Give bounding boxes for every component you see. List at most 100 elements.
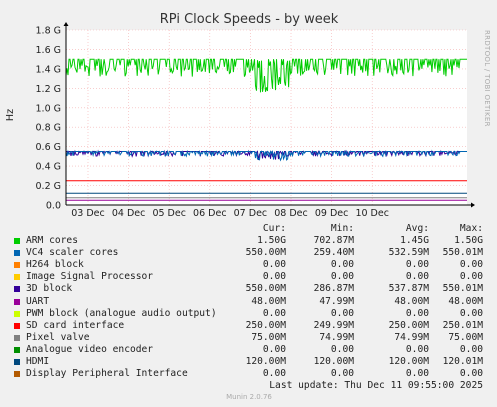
- legend-label: VC4 scaler cores: [26, 247, 119, 259]
- legend-min-value: 0.00: [330, 368, 354, 380]
- legend-cur-value: 550.00M: [245, 247, 286, 259]
- series-line: [65, 58, 467, 93]
- legend-avg-value: 48.00M: [394, 295, 429, 307]
- legend-item: VC4 scaler cores 550.00M 259.40M 532.59M 550…: [12, 247, 492, 259]
- legend-item: UART 48.00M 47.99M 48.00M 48.00M: [12, 296, 492, 308]
- legend-max-value: 550.01M: [442, 283, 483, 295]
- legend-label: ARM cores: [26, 235, 78, 247]
- legend-swatch: [14, 359, 20, 366]
- legend-item: 3D block 550.00M 286.87M 537.87M 550.01M: [12, 283, 492, 295]
- legend-max-value: 0.00: [459, 307, 483, 319]
- x-tick-label: 03 Dec: [71, 208, 105, 219]
- legend-swatch: [14, 371, 20, 378]
- y-axis-label: Hz: [5, 109, 16, 121]
- legend-label: SD card interface: [26, 319, 125, 331]
- legend-item: SD card interface 250.00M 249.99M 250.00M 25…: [12, 320, 492, 332]
- legend-max-value: 550.01M: [442, 247, 483, 259]
- col-min: Min:: [330, 223, 354, 234]
- axes: [63, 22, 475, 208]
- legend-swatch: [14, 286, 20, 293]
- munin-version: Munin 2.0.76: [226, 393, 272, 401]
- legend-label: Analogue video encoder: [26, 343, 154, 355]
- legend-cur-value: 0.00: [262, 343, 286, 355]
- legend-label: PWM block (analogue audio output): [26, 307, 217, 319]
- legend-cur-value: 1.50G: [257, 235, 286, 247]
- x-ticks: 03 Dec 04 Dec 05 Dec 06 Dec 07 Dec 08 Dec 09 D…: [71, 208, 389, 219]
- legend-min-value: 259.40M: [313, 247, 354, 259]
- legend-max-value: 75.00M: [448, 331, 483, 343]
- plot-area: [66, 30, 467, 205]
- legend-max-value: 0.00: [459, 343, 483, 355]
- legend-label: UART: [26, 295, 50, 307]
- legend-max-value: 0.00: [459, 259, 483, 271]
- y-tick-label: 0.4 G: [36, 162, 62, 173]
- x-tick-label: 08 Dec: [274, 208, 308, 219]
- legend-avg-value: 0.00: [405, 343, 429, 355]
- legend-swatch: [14, 298, 20, 305]
- legend-max-value: 250.01M: [442, 319, 483, 331]
- legend-swatch: [14, 250, 20, 257]
- legend-avg-value: 250.00M: [388, 319, 429, 331]
- last-update: Last update: Thu Dec 11 09:55:00 2025: [269, 380, 483, 392]
- legend-swatch: [14, 274, 20, 281]
- y-tick-label: 1.0 G: [36, 103, 62, 114]
- y-tick-label: 1.6 G: [36, 45, 62, 56]
- legend-rows: ARM cores 1.50G 702.87M 1.45G 1.50G VC4 scale…: [12, 235, 492, 380]
- legend-min-value: 286.87M: [313, 283, 354, 295]
- legend-avg-value: 0.00: [405, 271, 429, 283]
- legend-min-value: 0.00: [330, 259, 354, 271]
- legend-avg-value: 120.00M: [388, 356, 429, 368]
- x-tick-label: 07 Dec: [234, 208, 268, 219]
- legend-swatch: [14, 238, 20, 245]
- legend-avg-value: 0.00: [405, 368, 429, 380]
- legend-cur-value: 0.00: [262, 271, 286, 283]
- legend-item: Pixel valve 75.00M 74.99M 74.99M 75.00M: [12, 332, 492, 344]
- x-tick-label: 09 Dec: [315, 208, 349, 219]
- y-axis-arrow: [63, 22, 69, 26]
- y-tick-label: 1.8 G: [36, 26, 62, 37]
- y-tick-label: 0.8 G: [36, 123, 62, 134]
- legend-avg-value: 537.87M: [388, 283, 429, 295]
- y-ticks: 0.0 0.2 G 0.4 G 0.6 G 0.8 G 1.0 G 1.2 G 1.4 G 1.…: [36, 26, 62, 212]
- legend-item: H264 block 0.00 0.00 0.00 0.00: [12, 259, 492, 271]
- col-max: Max:: [459, 223, 483, 234]
- legend-min-value: 47.99M: [319, 295, 354, 307]
- legend-max-value: 0.00: [459, 368, 483, 380]
- legend-max-value: 120.01M: [442, 356, 483, 368]
- grid: [66, 29, 467, 205]
- legend-cur-value: 0.00: [262, 307, 286, 319]
- x-tick-label: 06 Dec: [193, 208, 227, 219]
- legend-max-value: 48.00M: [448, 295, 483, 307]
- rrdtool-side-label: RRDTOOL / TOBI OETIKER: [483, 30, 491, 127]
- legend-item: Analogue video encoder 0.00 0.00 0.00 0.00: [12, 344, 492, 356]
- legend-min-value: 0.00: [330, 343, 354, 355]
- x-axis-arrow: [471, 202, 475, 208]
- legend-label: Image Signal Processor: [26, 271, 154, 283]
- legend-cur-value: 120.00M: [245, 356, 286, 368]
- x-tick-label: 10 Dec: [355, 208, 389, 219]
- legend-label: Pixel valve: [26, 331, 90, 343]
- legend-label: H264 block: [26, 259, 84, 271]
- legend-header: Cur: Min: Avg: Max:: [12, 223, 492, 235]
- legend-swatch: [14, 346, 20, 353]
- legend-item: Display Peripheral Interface 0.00 0.00 0.00…: [12, 368, 492, 380]
- legend-cur-value: 75.00M: [251, 331, 286, 343]
- legend-min-value: 0.00: [330, 307, 354, 319]
- legend-avg-value: 1.45G: [400, 235, 429, 247]
- series-line: [65, 149, 467, 162]
- legend: Cur: Min: Avg: Max: ARM cores 1.50G 702.87…: [12, 223, 492, 392]
- legend-cur-value: 0.00: [262, 368, 286, 380]
- legend-swatch: [14, 310, 20, 317]
- legend-min-value: 74.99M: [319, 331, 354, 343]
- legend-cur-value: 0.00: [262, 259, 286, 271]
- legend-avg-value: 532.59M: [388, 247, 429, 259]
- x-tick-label: 05 Dec: [152, 208, 186, 219]
- legend-swatch: [14, 334, 20, 341]
- legend-item: HDMI 120.00M 120.00M 120.00M 120.01M: [12, 356, 492, 368]
- legend-min-value: 120.00M: [313, 356, 354, 368]
- legend-min-value: 249.99M: [313, 319, 354, 331]
- legend-label: HDMI: [26, 356, 50, 368]
- legend-avg-value: 0.00: [405, 307, 429, 319]
- y-tick-label: 1.4 G: [36, 64, 62, 75]
